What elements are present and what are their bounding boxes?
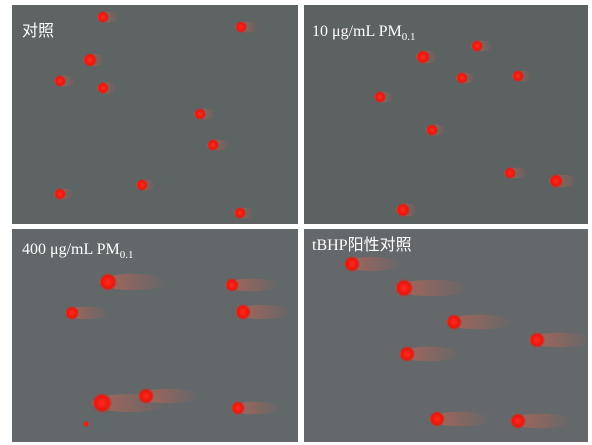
comet-head (235, 304, 251, 320)
figure: 对照 10 μg/mL PM0.1 400 μg/mL PM0.1 tBHP阳性… (0, 0, 592, 445)
comet-head (92, 393, 112, 413)
panel-label: 对照 (22, 22, 54, 40)
comet-head (446, 314, 462, 330)
comet-head (136, 179, 148, 191)
comet-head (399, 346, 415, 362)
comet-head (97, 82, 109, 94)
comet-head (504, 167, 516, 179)
comet-head (225, 278, 239, 292)
panel-label: tBHP阳性对照 (312, 236, 412, 254)
comet-head (416, 50, 430, 64)
label-sub: 0.1 (120, 249, 134, 261)
comet-head (510, 413, 526, 429)
comet-head (83, 53, 97, 67)
comet-head (456, 72, 468, 84)
comet-head (231, 401, 245, 415)
comet-head (83, 421, 89, 427)
comet-head (429, 411, 445, 427)
comet-head (54, 75, 66, 87)
comet-head (207, 139, 219, 151)
comet-head (395, 279, 413, 297)
label-main: 400 μg/mL PM (22, 241, 120, 258)
comet-head (426, 124, 438, 136)
comet-head (374, 91, 386, 103)
comet-head (234, 207, 246, 219)
comet-head (512, 70, 524, 82)
comet-head (529, 332, 545, 348)
comet-head (396, 203, 410, 217)
comet-head (99, 273, 117, 291)
comet-head (235, 21, 247, 33)
comet-head (344, 256, 360, 272)
comet-head (65, 306, 79, 320)
label-sub: 0.1 (402, 31, 416, 43)
label-main: 10 μg/mL PM (312, 23, 402, 40)
comet-head (471, 40, 483, 52)
comet-head (138, 388, 154, 404)
comet-head (54, 188, 66, 200)
comet-head (194, 108, 206, 120)
comet-head (549, 174, 563, 188)
comet-head (97, 11, 109, 23)
